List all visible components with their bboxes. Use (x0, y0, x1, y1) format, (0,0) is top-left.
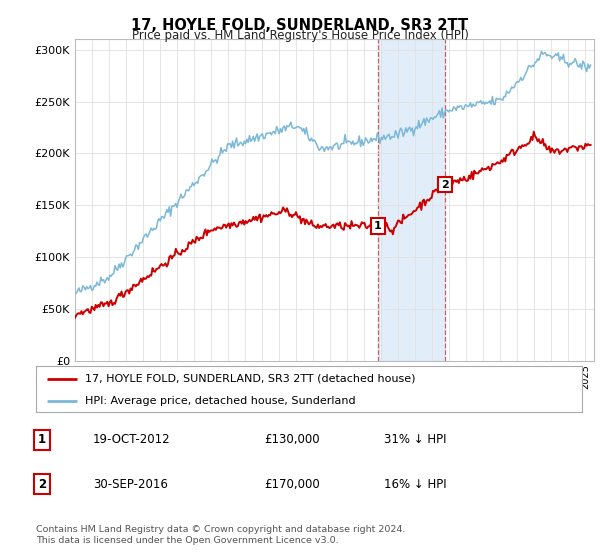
Text: 31% ↓ HPI: 31% ↓ HPI (384, 433, 446, 446)
Text: Contains HM Land Registry data © Crown copyright and database right 2024.
This d: Contains HM Land Registry data © Crown c… (36, 525, 406, 545)
Text: 19-OCT-2012: 19-OCT-2012 (93, 433, 170, 446)
Text: £170,000: £170,000 (264, 478, 320, 491)
Text: HPI: Average price, detached house, Sunderland: HPI: Average price, detached house, Sund… (85, 396, 356, 407)
Text: Price paid vs. HM Land Registry's House Price Index (HPI): Price paid vs. HM Land Registry's House … (131, 29, 469, 42)
Text: 2: 2 (38, 478, 46, 491)
Text: 30-SEP-2016: 30-SEP-2016 (93, 478, 168, 491)
Text: £130,000: £130,000 (264, 433, 320, 446)
Bar (378, 39, 445, 361)
Text: 17, HOYLE FOLD, SUNDERLAND, SR3 2TT: 17, HOYLE FOLD, SUNDERLAND, SR3 2TT (131, 18, 469, 33)
Text: 1: 1 (374, 221, 382, 231)
Text: 16% ↓ HPI: 16% ↓ HPI (384, 478, 446, 491)
Text: 2: 2 (441, 180, 449, 190)
Text: 1: 1 (38, 433, 46, 446)
Text: 17, HOYLE FOLD, SUNDERLAND, SR3 2TT (detached house): 17, HOYLE FOLD, SUNDERLAND, SR3 2TT (det… (85, 374, 416, 384)
